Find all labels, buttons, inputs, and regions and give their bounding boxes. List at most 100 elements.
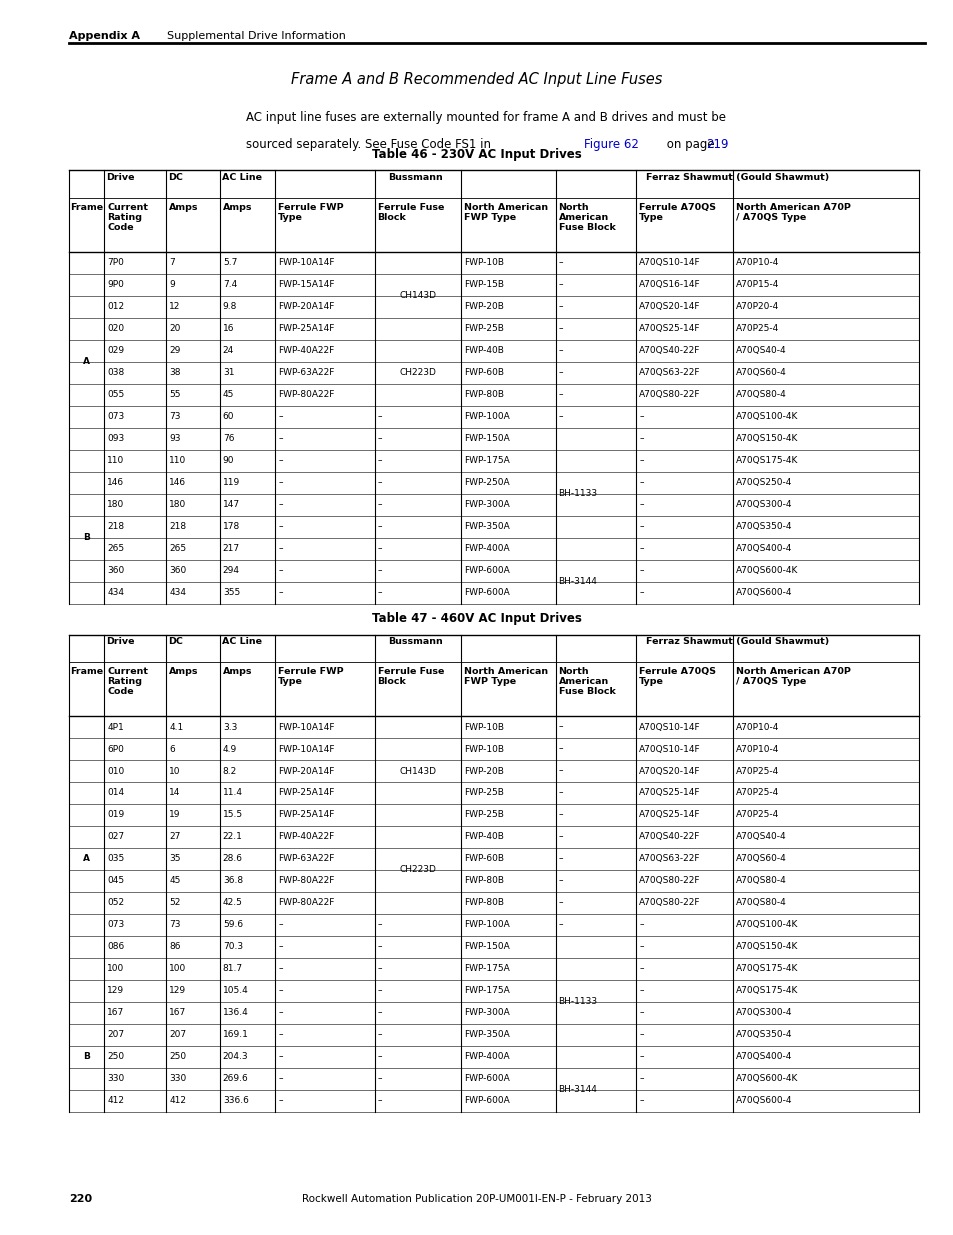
Text: 45: 45 — [223, 390, 234, 399]
Text: A70P10-4: A70P10-4 — [736, 722, 779, 731]
Text: FWP-10B: FWP-10B — [464, 258, 504, 268]
Text: 265: 265 — [169, 545, 186, 553]
Text: Ferrule A70QS
Type: Ferrule A70QS Type — [639, 203, 716, 222]
Text: Amps: Amps — [169, 667, 198, 676]
Text: Bussmann: Bussmann — [388, 173, 442, 182]
Text: 412: 412 — [169, 1097, 186, 1105]
Text: 4P1: 4P1 — [107, 722, 124, 731]
Text: North
American
Fuse Block: North American Fuse Block — [558, 667, 615, 697]
Text: A70QS175-4K: A70QS175-4K — [736, 456, 798, 466]
Text: FWP-175A: FWP-175A — [464, 987, 510, 995]
Text: 055: 055 — [107, 390, 125, 399]
Text: FWP-600A: FWP-600A — [464, 588, 510, 598]
Text: BH-3144: BH-3144 — [558, 577, 597, 587]
Text: –: – — [377, 942, 381, 951]
Text: –: – — [278, 588, 282, 598]
Text: FWP-25A14F: FWP-25A14F — [278, 810, 335, 820]
Text: Ferrule FWP
Type: Ferrule FWP Type — [278, 667, 343, 687]
Text: 052: 052 — [107, 898, 124, 908]
Text: FWP-600A: FWP-600A — [464, 566, 510, 576]
Text: –: – — [278, 435, 282, 443]
Text: –: – — [377, 965, 381, 973]
Text: 012: 012 — [107, 303, 124, 311]
Text: A70P25-4: A70P25-4 — [736, 810, 779, 820]
Text: –: – — [558, 877, 562, 885]
Text: A70QS80-4: A70QS80-4 — [736, 390, 786, 399]
Text: 355: 355 — [223, 588, 240, 598]
Text: 16: 16 — [223, 325, 234, 333]
Text: FWP-350A: FWP-350A — [464, 1030, 510, 1040]
Text: –: – — [377, 987, 381, 995]
Text: 167: 167 — [169, 1008, 187, 1018]
Text: FWP-175A: FWP-175A — [464, 456, 510, 466]
Text: FWP-10A14F: FWP-10A14F — [278, 258, 335, 268]
Text: 20: 20 — [169, 325, 180, 333]
Text: Frame: Frame — [70, 203, 103, 211]
Text: FWP-600A: FWP-600A — [464, 1074, 510, 1083]
Text: 45: 45 — [169, 877, 180, 885]
Text: 010: 010 — [107, 767, 125, 776]
Text: 8.2: 8.2 — [223, 767, 237, 776]
Text: 42.5: 42.5 — [223, 898, 242, 908]
Text: A70QS40-22F: A70QS40-22F — [639, 832, 700, 841]
Text: AC Line: AC Line — [222, 637, 262, 646]
Text: FWP-20B: FWP-20B — [464, 767, 503, 776]
Text: FWP-40B: FWP-40B — [464, 832, 503, 841]
Text: –: – — [278, 1074, 282, 1083]
Text: A70P25-4: A70P25-4 — [736, 788, 779, 798]
Text: 24: 24 — [223, 346, 233, 356]
Text: FWP-400A: FWP-400A — [464, 1052, 509, 1061]
Text: FWP-80A22F: FWP-80A22F — [278, 390, 335, 399]
Text: 129: 129 — [169, 987, 186, 995]
Text: Bussmann: Bussmann — [388, 637, 442, 646]
Text: A70P25-4: A70P25-4 — [736, 325, 779, 333]
Text: FWP-80A22F: FWP-80A22F — [278, 898, 335, 908]
Text: A70QS175-4K: A70QS175-4K — [736, 987, 798, 995]
Text: 60: 60 — [223, 412, 234, 421]
Text: A70QS20-14F: A70QS20-14F — [639, 303, 700, 311]
Text: DC: DC — [168, 637, 183, 646]
Text: 76: 76 — [223, 435, 234, 443]
Text: 9P0: 9P0 — [107, 280, 124, 289]
Text: 100: 100 — [107, 965, 125, 973]
Text: –: – — [377, 1052, 381, 1061]
Text: 093: 093 — [107, 435, 125, 443]
Text: –: – — [639, 478, 643, 488]
Text: FWP-10B: FWP-10B — [464, 745, 504, 753]
Text: 12: 12 — [169, 303, 180, 311]
Text: Current
Rating
Code: Current Rating Code — [107, 203, 148, 232]
Text: 7P0: 7P0 — [107, 258, 124, 268]
Text: –: – — [278, 942, 282, 951]
Text: –: – — [639, 456, 643, 466]
Text: Ferrule A70QS
Type: Ferrule A70QS Type — [639, 667, 716, 687]
Text: –: – — [558, 832, 562, 841]
Text: 105.4: 105.4 — [223, 987, 249, 995]
Text: FWP-60B: FWP-60B — [464, 855, 504, 863]
Text: 110: 110 — [107, 456, 125, 466]
Text: FWP-250A: FWP-250A — [464, 478, 509, 488]
Text: –: – — [639, 1030, 643, 1040]
Text: –: – — [639, 965, 643, 973]
Text: A70QS250-4: A70QS250-4 — [736, 478, 792, 488]
Text: 086: 086 — [107, 942, 125, 951]
Text: –: – — [278, 545, 282, 553]
Text: Supplemental Drive Information: Supplemental Drive Information — [167, 31, 345, 41]
Text: FWP-100A: FWP-100A — [464, 412, 510, 421]
Text: on page: on page — [662, 138, 718, 152]
Text: 265: 265 — [107, 545, 124, 553]
Text: CH223D: CH223D — [399, 866, 436, 874]
Text: –: – — [377, 478, 381, 488]
Text: 73: 73 — [169, 920, 181, 930]
Text: –: – — [377, 566, 381, 576]
Text: 55: 55 — [169, 390, 181, 399]
Text: North
American
Fuse Block: North American Fuse Block — [558, 203, 615, 232]
Text: 27: 27 — [169, 832, 180, 841]
Text: –: – — [558, 788, 562, 798]
Text: –: – — [377, 1008, 381, 1018]
Text: –: – — [639, 412, 643, 421]
Text: –: – — [639, 1074, 643, 1083]
Text: Amps: Amps — [223, 667, 253, 676]
Text: sourced separately. See Fuse Code FS1 in: sourced separately. See Fuse Code FS1 in — [246, 138, 495, 152]
Text: 207: 207 — [107, 1030, 124, 1040]
Text: 7.4: 7.4 — [223, 280, 237, 289]
